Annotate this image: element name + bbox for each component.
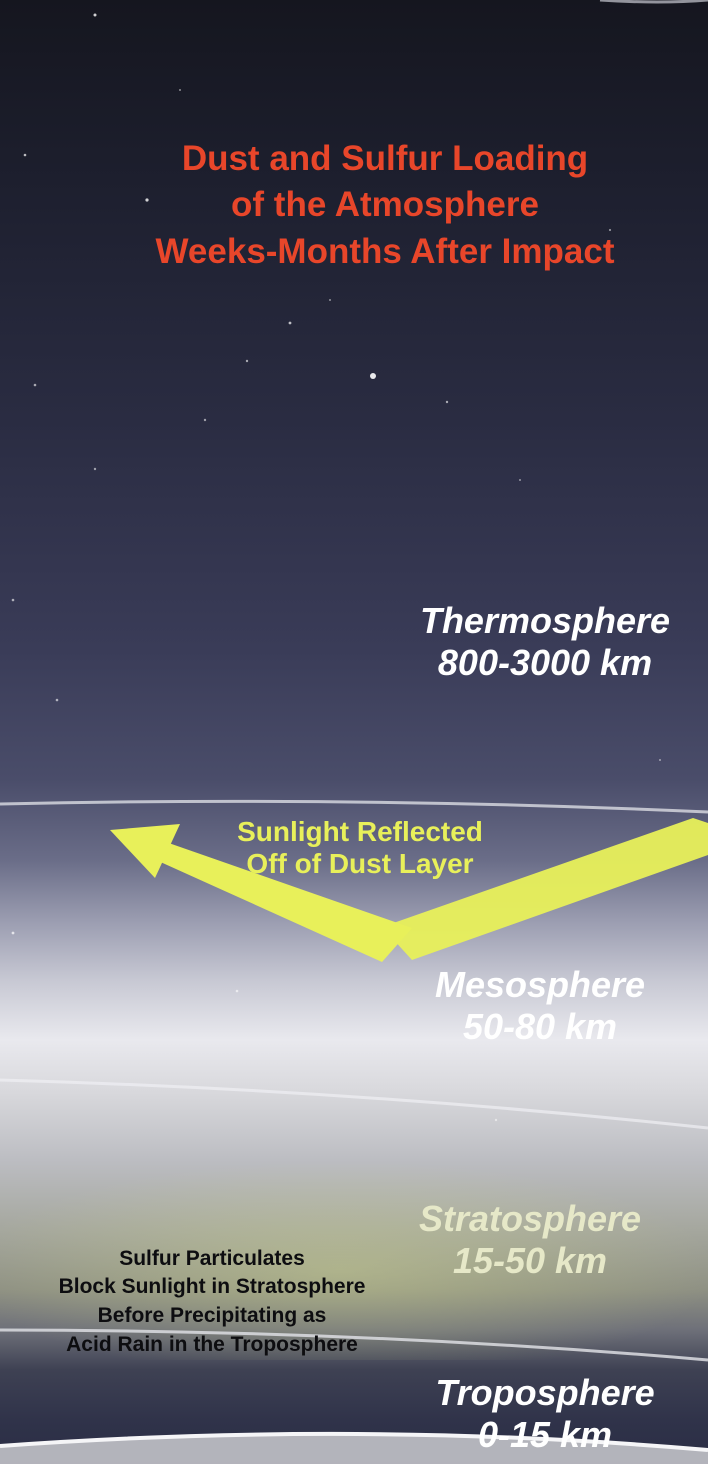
sulfur-annotation-line-3: Before Precipitating as <box>97 1304 327 1327</box>
thermosphere-label: Thermosphere 800-3000 km <box>380 600 708 684</box>
mesosphere-range: 50-80 km <box>462 1006 618 1047</box>
troposphere-range: 0-15 km <box>477 1414 613 1455</box>
sulfur-annotation-line-4: Acid Rain in the Troposphere <box>66 1333 358 1356</box>
sunlight-annotation-line-1: Sunlight Reflected <box>237 816 483 847</box>
reflected-sunlight-arrow <box>110 818 708 962</box>
thermosphere-boundary-line <box>0 799 708 814</box>
sulfur-annotation-line-2: Block Sunlight in Stratosphere <box>58 1275 366 1298</box>
stratosphere-label: Stratosphere 15-50 km <box>385 1198 675 1282</box>
sunlight-annotation-line-2: Off of Dust Layer <box>246 848 474 879</box>
mesosphere-boundary-line <box>0 1078 708 1130</box>
troposphere-name: Troposphere <box>435 1372 655 1413</box>
stratosphere-boundary-line <box>0 1328 708 1362</box>
troposphere-label: Troposphere 0-15 km <box>395 1372 695 1456</box>
mesosphere-label: Mesosphere 50-80 km <box>395 964 685 1048</box>
thermosphere-range: 800-3000 km <box>437 642 653 683</box>
earth-surface-highlight <box>0 1431 708 1452</box>
starfield <box>11 13 661 1122</box>
mesosphere-name: Mesosphere <box>434 964 646 1005</box>
title-line-3: Weeks-Months After Impact <box>155 232 615 271</box>
top-atmosphere-line <box>599 0 708 4</box>
earth-surface <box>0 1433 708 1464</box>
sulfur-haze-glow <box>0 1160 708 1360</box>
arrowhead <box>110 824 180 878</box>
title-line-2: of the Atmosphere <box>231 185 539 224</box>
incoming-sunlight-beam <box>382 818 708 960</box>
title-line-1: Dust and Sulfur Loading <box>181 139 589 178</box>
thermosphere-name: Thermosphere <box>419 600 671 641</box>
stratosphere-name: Stratosphere <box>418 1198 642 1239</box>
stratosphere-range: 15-50 km <box>452 1240 608 1281</box>
reflected-sunlight-beam <box>156 841 412 962</box>
sulfur-annotation-line-1: Sulfur Particulates <box>119 1247 305 1270</box>
